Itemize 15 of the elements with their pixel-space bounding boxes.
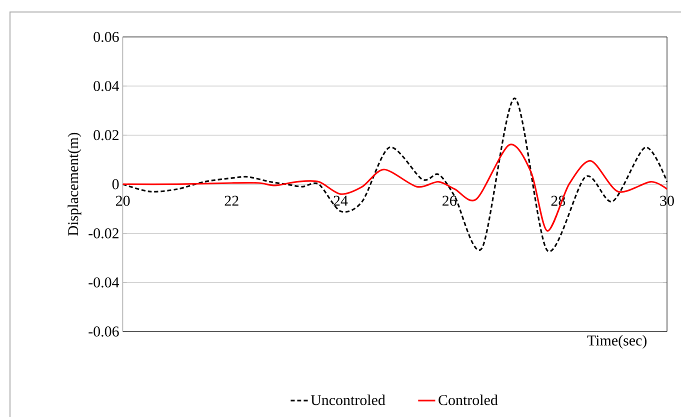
x-tick-label: 20 [116, 196, 130, 206]
y-tick-label: 0.04 [94, 80, 120, 91]
y-tick-label: 0.02 [94, 130, 118, 140]
legend-label: Uncontroled [310, 394, 386, 405]
y-tick-label: 0.06 [94, 32, 119, 42]
y-axis-title: Displacement(m) [68, 132, 82, 236]
x-tick-label: 26 [442, 196, 456, 206]
y-tick-label: -0.02 [88, 228, 118, 238]
x-tick-label: 24 [334, 196, 348, 206]
x-axis-title: Time(sec) [587, 334, 647, 348]
x-tick-label: 22 [224, 196, 238, 206]
y-tick-label: 0 [112, 178, 119, 190]
y-tick-label: -0.04 [88, 277, 120, 288]
y-tick-label: -0.06 [88, 326, 119, 336]
legend-label: Controled [438, 394, 498, 405]
